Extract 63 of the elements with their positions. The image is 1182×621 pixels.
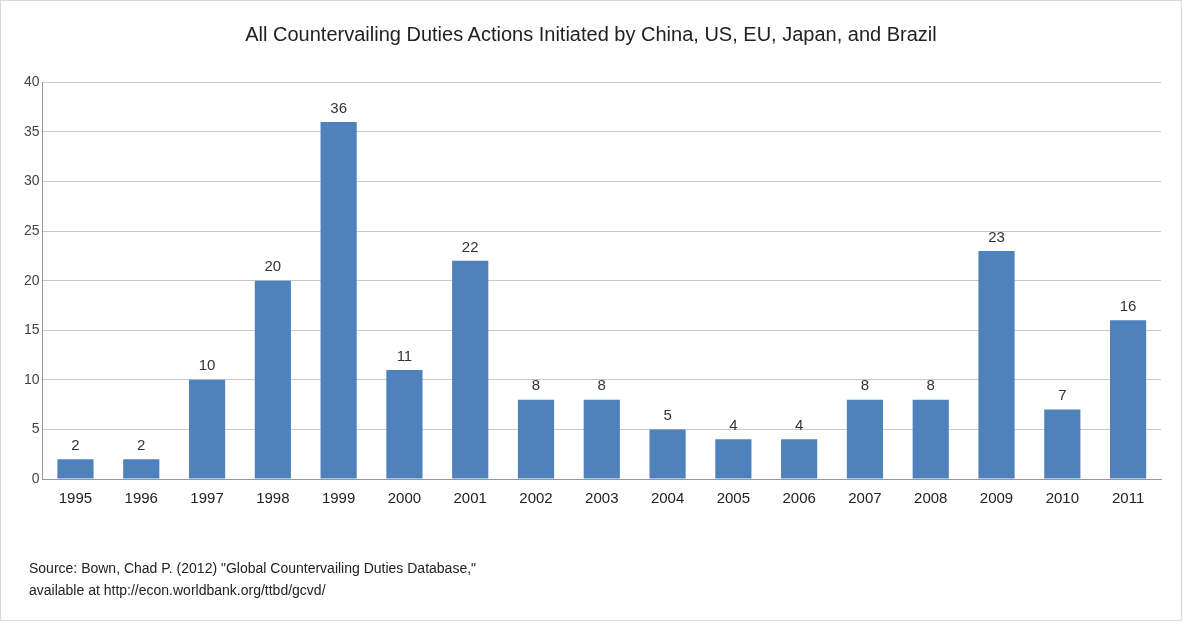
- source-note: Source: Bown, Chad P. (2012) "Global Countervailing Duties Database,": [29, 559, 477, 578]
- bar: [1044, 409, 1081, 479]
- bar: [1110, 320, 1147, 479]
- x-tick-label: 2011: [1111, 489, 1145, 507]
- x-tick-label: 1998: [256, 489, 290, 507]
- bar: [123, 459, 160, 479]
- data-label: 20: [264, 257, 282, 275]
- data-label: 22: [461, 237, 479, 255]
- x-tick-label: 2004: [650, 489, 685, 507]
- data-label: 10: [198, 356, 216, 374]
- x-tick-label: 2003: [585, 489, 619, 507]
- x-tick-label: 2002: [519, 489, 553, 507]
- bar: [452, 260, 489, 479]
- x-tick-label: 2006: [782, 489, 816, 507]
- y-tick-label: 30: [23, 172, 40, 189]
- data-label: 4: [794, 415, 804, 433]
- x-tick-label: 1997: [190, 489, 224, 507]
- x-tick-label: 1995: [58, 489, 93, 507]
- data-label: 8: [531, 376, 541, 394]
- bar: [517, 399, 555, 479]
- bar: [583, 399, 620, 479]
- y-tick-label: 35: [23, 122, 40, 139]
- x-tick-label: 2000: [387, 489, 422, 507]
- bar: [188, 379, 226, 479]
- y-tick-label: 15: [23, 321, 40, 338]
- bar: [649, 429, 686, 479]
- x-tick-label: 2005: [716, 489, 751, 507]
- x-tick-label: 2010: [1045, 489, 1079, 507]
- bar: [912, 399, 949, 479]
- bar: [846, 399, 884, 479]
- x-tick-label: 2001: [453, 489, 487, 507]
- bar: [715, 439, 752, 479]
- data-label: 5: [663, 406, 672, 424]
- x-tick-label: 1999: [321, 489, 356, 507]
- x-tick-label: 2008: [914, 489, 948, 507]
- x-tick-label: 2007: [848, 489, 882, 507]
- data-label: 8: [597, 376, 606, 394]
- bar: [978, 250, 1015, 479]
- y-tick-label: 25: [23, 221, 40, 238]
- data-label: 2: [71, 435, 80, 453]
- bar: [781, 439, 818, 479]
- data-label: 2: [137, 435, 146, 453]
- data-label: 36: [330, 98, 347, 116]
- data-label: 8: [860, 376, 870, 394]
- bar: [57, 459, 94, 479]
- data-label: 11: [396, 346, 413, 364]
- chart-title: All Countervailing Duties Actions Initiated by China, US, EU, Japan, and Brazil: [244, 23, 938, 46]
- y-tick-label: 10: [23, 370, 40, 387]
- y-tick-label: 40: [23, 73, 40, 90]
- data-label: 8: [926, 376, 935, 394]
- x-tick-label: 1996: [124, 489, 158, 507]
- y-tick-label: 20: [23, 271, 40, 288]
- data-label: 23: [988, 227, 1005, 245]
- y-tick-label: 5: [31, 420, 40, 437]
- data-label: 16: [1119, 297, 1137, 314]
- text: available at http://econ.worldbank.org/ttbd/gcvd/: [29, 581, 327, 600]
- y-tick-label: 0: [31, 469, 40, 486]
- data-label: 7: [1058, 386, 1067, 404]
- x-tick-label: 2009: [979, 489, 1014, 507]
- data-label: 4: [729, 415, 738, 433]
- bar: [320, 122, 357, 479]
- bar: [386, 369, 423, 479]
- bar: [254, 280, 291, 479]
